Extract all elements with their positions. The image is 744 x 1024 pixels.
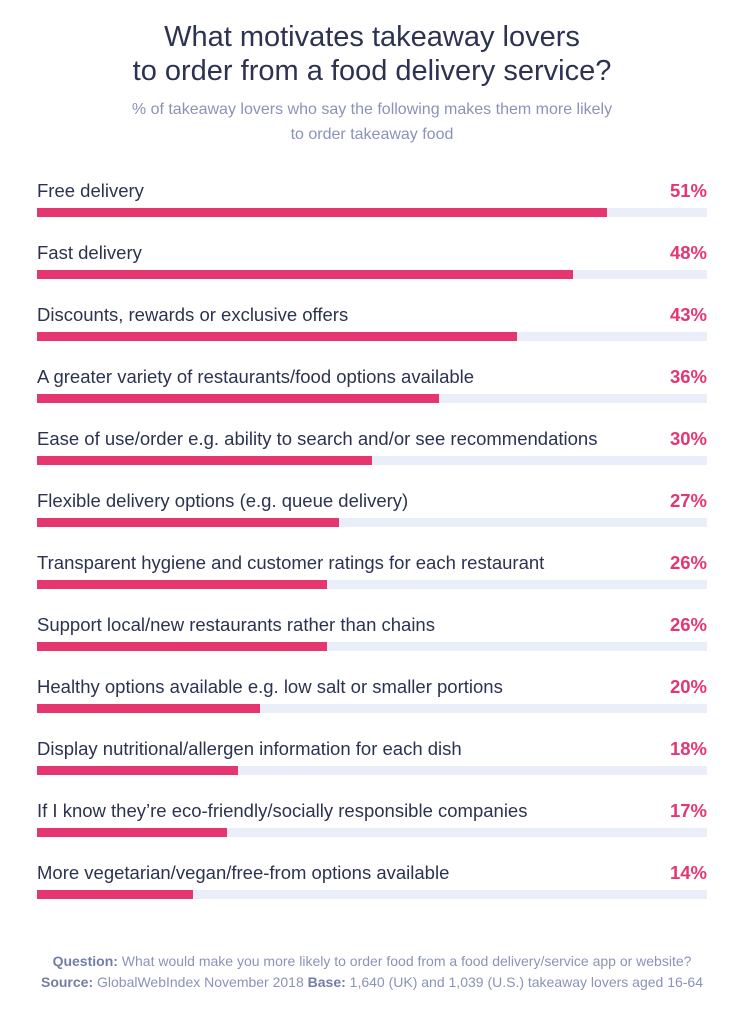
question-text: What would make you more likely to order…: [117, 953, 692, 969]
bar-track: [37, 394, 707, 403]
bar: [37, 704, 261, 713]
source-label: Source:: [40, 974, 94, 990]
bar-track: [37, 456, 707, 465]
bar: [37, 642, 328, 651]
bar-track: [37, 890, 707, 899]
category-label: A greater variety of restaurants/food op…: [37, 366, 475, 387]
data-label: 30%: [669, 428, 707, 449]
bar: [37, 332, 518, 341]
category-label: If I know they’re eco-friendly/socially …: [37, 800, 528, 821]
bar-row: More vegetarian/vegan/free-from options …: [37, 852, 707, 914]
bar-track: [37, 828, 707, 837]
bar-track: [37, 332, 707, 341]
bar-row: Discounts, rewards or exclusive offers 43…: [37, 294, 707, 356]
bar-row: Flexible delivery options (e.g. queue de…: [37, 480, 707, 542]
bar-track: [37, 766, 707, 775]
category-label: Transparent hygiene and customer ratings…: [37, 552, 545, 573]
data-label: 18%: [669, 738, 707, 759]
data-label: 27%: [669, 490, 707, 511]
question-line: Question: What would make you more likel…: [0, 951, 744, 972]
category-label: Healthy options available e.g. low salt …: [37, 676, 503, 697]
bar-row: Transparent hygiene and customer ratings…: [37, 542, 707, 604]
bar: [37, 456, 372, 465]
bar-row: Healthy options available e.g. low salt …: [37, 666, 707, 728]
chart-title: What motivates takeaway lovers to order …: [0, 20, 744, 88]
bar-track: [37, 270, 707, 279]
bar: [37, 270, 573, 279]
category-label: Flexible delivery options (e.g. queue de…: [37, 490, 409, 511]
source-line: Source: GlobalWebIndex November 2018 Bas…: [0, 972, 744, 993]
bar: [37, 890, 194, 899]
bar-row: Support local/new restaurants rather tha…: [37, 604, 707, 666]
source-text: GlobalWebIndex November 2018: [93, 974, 308, 990]
bar: [37, 580, 328, 589]
bar-track: [37, 580, 707, 589]
bar-row: Fast delivery 48%: [37, 232, 707, 294]
question-label: Question:: [52, 953, 118, 969]
category-label: Free delivery: [37, 180, 144, 201]
bar-chart: Free delivery 51% Fast delivery 48% Discount…: [37, 170, 707, 914]
data-label: 26%: [669, 614, 707, 635]
bar-row: Free delivery 51%: [37, 170, 707, 232]
chart-subtitle: % of takeaway lovers who say the followi…: [0, 97, 744, 147]
bar: [37, 208, 607, 217]
base-text: 1,640 (UK) and 1,039 (U.S.) takeaway lov…: [345, 974, 703, 990]
chart-footer: Question: What would make you more likel…: [0, 951, 744, 993]
data-label: 51%: [669, 180, 707, 201]
data-label: 17%: [669, 800, 707, 821]
category-label: Ease of use/order e.g. ability to search…: [37, 428, 598, 449]
bar: [37, 766, 238, 775]
base-label: Base:: [307, 974, 346, 990]
bar: [37, 828, 227, 837]
category-label: More vegetarian/vegan/free-from options …: [37, 862, 450, 883]
bar-track: [37, 642, 707, 651]
category-label: Fast delivery: [37, 242, 142, 263]
data-label: 43%: [669, 304, 707, 325]
bar-track: [37, 518, 707, 527]
category-label: Support local/new restaurants rather tha…: [37, 614, 435, 635]
data-label: 26%: [669, 552, 707, 573]
title-line: to order from a food delivery service?: [132, 55, 612, 87]
bar-row: A greater variety of restaurants/food op…: [37, 356, 707, 418]
bar-row: Display nutritional/allergen information…: [37, 728, 707, 790]
data-label: 48%: [669, 242, 707, 263]
title-line: What motivates takeaway lovers: [164, 21, 580, 53]
data-label: 36%: [669, 366, 707, 387]
bar: [37, 394, 439, 403]
bar-track: [37, 208, 707, 217]
category-label: Discounts, rewards or exclusive offers: [37, 304, 349, 325]
bar-row: If I know they’re eco-friendly/socially …: [37, 790, 707, 852]
category-label: Display nutritional/allergen information…: [37, 738, 462, 759]
subtitle-line: to order takeaway food: [290, 126, 454, 143]
subtitle-line: % of takeaway lovers who say the followi…: [131, 101, 613, 118]
bar-track: [37, 704, 707, 713]
data-label: 20%: [669, 676, 707, 697]
bar-row: Ease of use/order e.g. ability to search…: [37, 418, 707, 480]
bar: [37, 518, 339, 527]
data-label: 14%: [669, 862, 707, 883]
